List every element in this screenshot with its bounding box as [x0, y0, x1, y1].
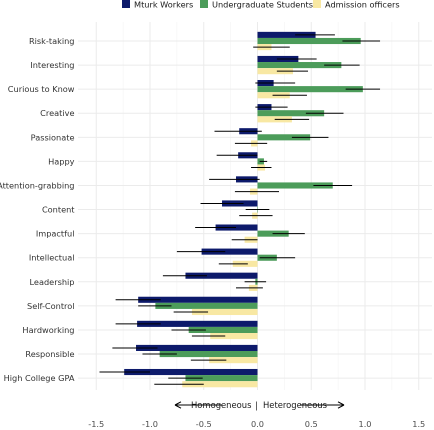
x-tick-label: 1.5: [412, 419, 425, 429]
bar-undergraduate-students-interesting: [257, 62, 342, 69]
category-label-content: Content: [42, 205, 75, 215]
category-label-intellectual: Intellectual: [29, 253, 75, 263]
category-label-self-control: Self-Control: [27, 301, 75, 311]
category-label-happy: Happy: [48, 156, 75, 166]
homogeneous-label: Homogeneous: [191, 400, 251, 410]
x-tick-label: -1.0: [142, 419, 158, 429]
left-arrow-head-icon: [174, 401, 182, 409]
legend-label-admission-officers: Admission officers: [325, 0, 400, 10]
category-label-responsible: Responsible: [25, 349, 74, 359]
bar-mturk-workers-self-control: [138, 296, 258, 303]
category-label-creative: Creative: [40, 108, 74, 118]
x-tick-label: 0.0: [251, 419, 264, 429]
category-label-impactful: Impactful: [36, 229, 75, 239]
error-bars: [99, 34, 381, 385]
category-label-risk-taking: Risk-taking: [29, 36, 75, 46]
legend-key-admission-officers: [313, 0, 321, 8]
bar-undergraduate-students-self-control: [155, 302, 258, 309]
category-label-curious-to-know: Curious to Know: [8, 84, 75, 94]
bar-admission-officers-high-college-gpa: [182, 381, 258, 388]
bar-admission-officers-interesting: [257, 68, 293, 75]
bar-admission-officers-hardworking: [210, 333, 258, 340]
bar-mturk-workers-leadership: [185, 272, 258, 279]
bar-mturk-workers-intellectual: [201, 248, 258, 255]
x-axis-labels: -1.5 -1.0 -0.5 0.0 0.5 1.0 1.5: [88, 419, 425, 429]
x-tick-label: -0.5: [196, 419, 212, 429]
annotation-divider: |: [255, 401, 258, 411]
bar-undergraduate-students-risk-taking: [257, 37, 361, 45]
bar-admission-officers-self-control: [191, 308, 258, 316]
legend-label-mturk-workers: Mturk Workers: [134, 0, 193, 10]
x-tick-label: 0.5: [305, 419, 318, 429]
category-label-passionate: Passionate: [31, 132, 75, 142]
bar-undergraduate-students-creative: [257, 110, 325, 117]
bar-mturk-workers-high-college-gpa: [124, 368, 258, 376]
bar-undergraduate-students-attention-grabbing: [257, 182, 333, 189]
right-arrow-head-icon: [337, 401, 345, 409]
legend: Mturk Workers Undergraduate Students Admis…: [122, 0, 400, 10]
bar-mturk-workers-risk-taking: [257, 31, 316, 38]
bar-mturk-workers-hardworking: [137, 320, 258, 327]
legend-key-mturk-workers: [122, 0, 130, 8]
bar-undergraduate-students-curious-to-know: [257, 86, 363, 93]
category-label-high-college-gpa: High College GPA: [4, 373, 75, 383]
legend-key-undergraduate-students: [200, 0, 208, 8]
category-label-leadership: Leadership: [30, 277, 75, 287]
bar-undergraduate-students-hardworking: [188, 326, 258, 334]
bar-mturk-workers-responsible: [136, 344, 258, 351]
x-tick-label: -1.5: [88, 419, 104, 429]
legend-label-undergraduate-students: Undergraduate Students: [212, 0, 313, 10]
x-tick-label: 1.0: [358, 419, 371, 429]
category-label-hardworking: Hardworking: [22, 325, 74, 335]
y-axis-labels: Risk-taking Interesting Curious to Know Cre…: [0, 36, 75, 383]
bar-undergraduate-students-responsible: [159, 350, 258, 358]
bar-admission-officers-responsible: [209, 357, 258, 364]
category-label-attention-grabbing: Attention-grabbing: [0, 180, 75, 190]
heterogeneous-label: Heterogeneous: [263, 400, 327, 410]
category-label-interesting: Interesting: [30, 60, 74, 70]
direction-annotation: Homogeneous | Heterogeneous: [174, 400, 345, 411]
bar-undergraduate-students-high-college-gpa: [185, 375, 258, 382]
bar-mturk-workers-impactful: [215, 224, 258, 231]
bar-undergraduate-students-passionate: [257, 134, 311, 141]
